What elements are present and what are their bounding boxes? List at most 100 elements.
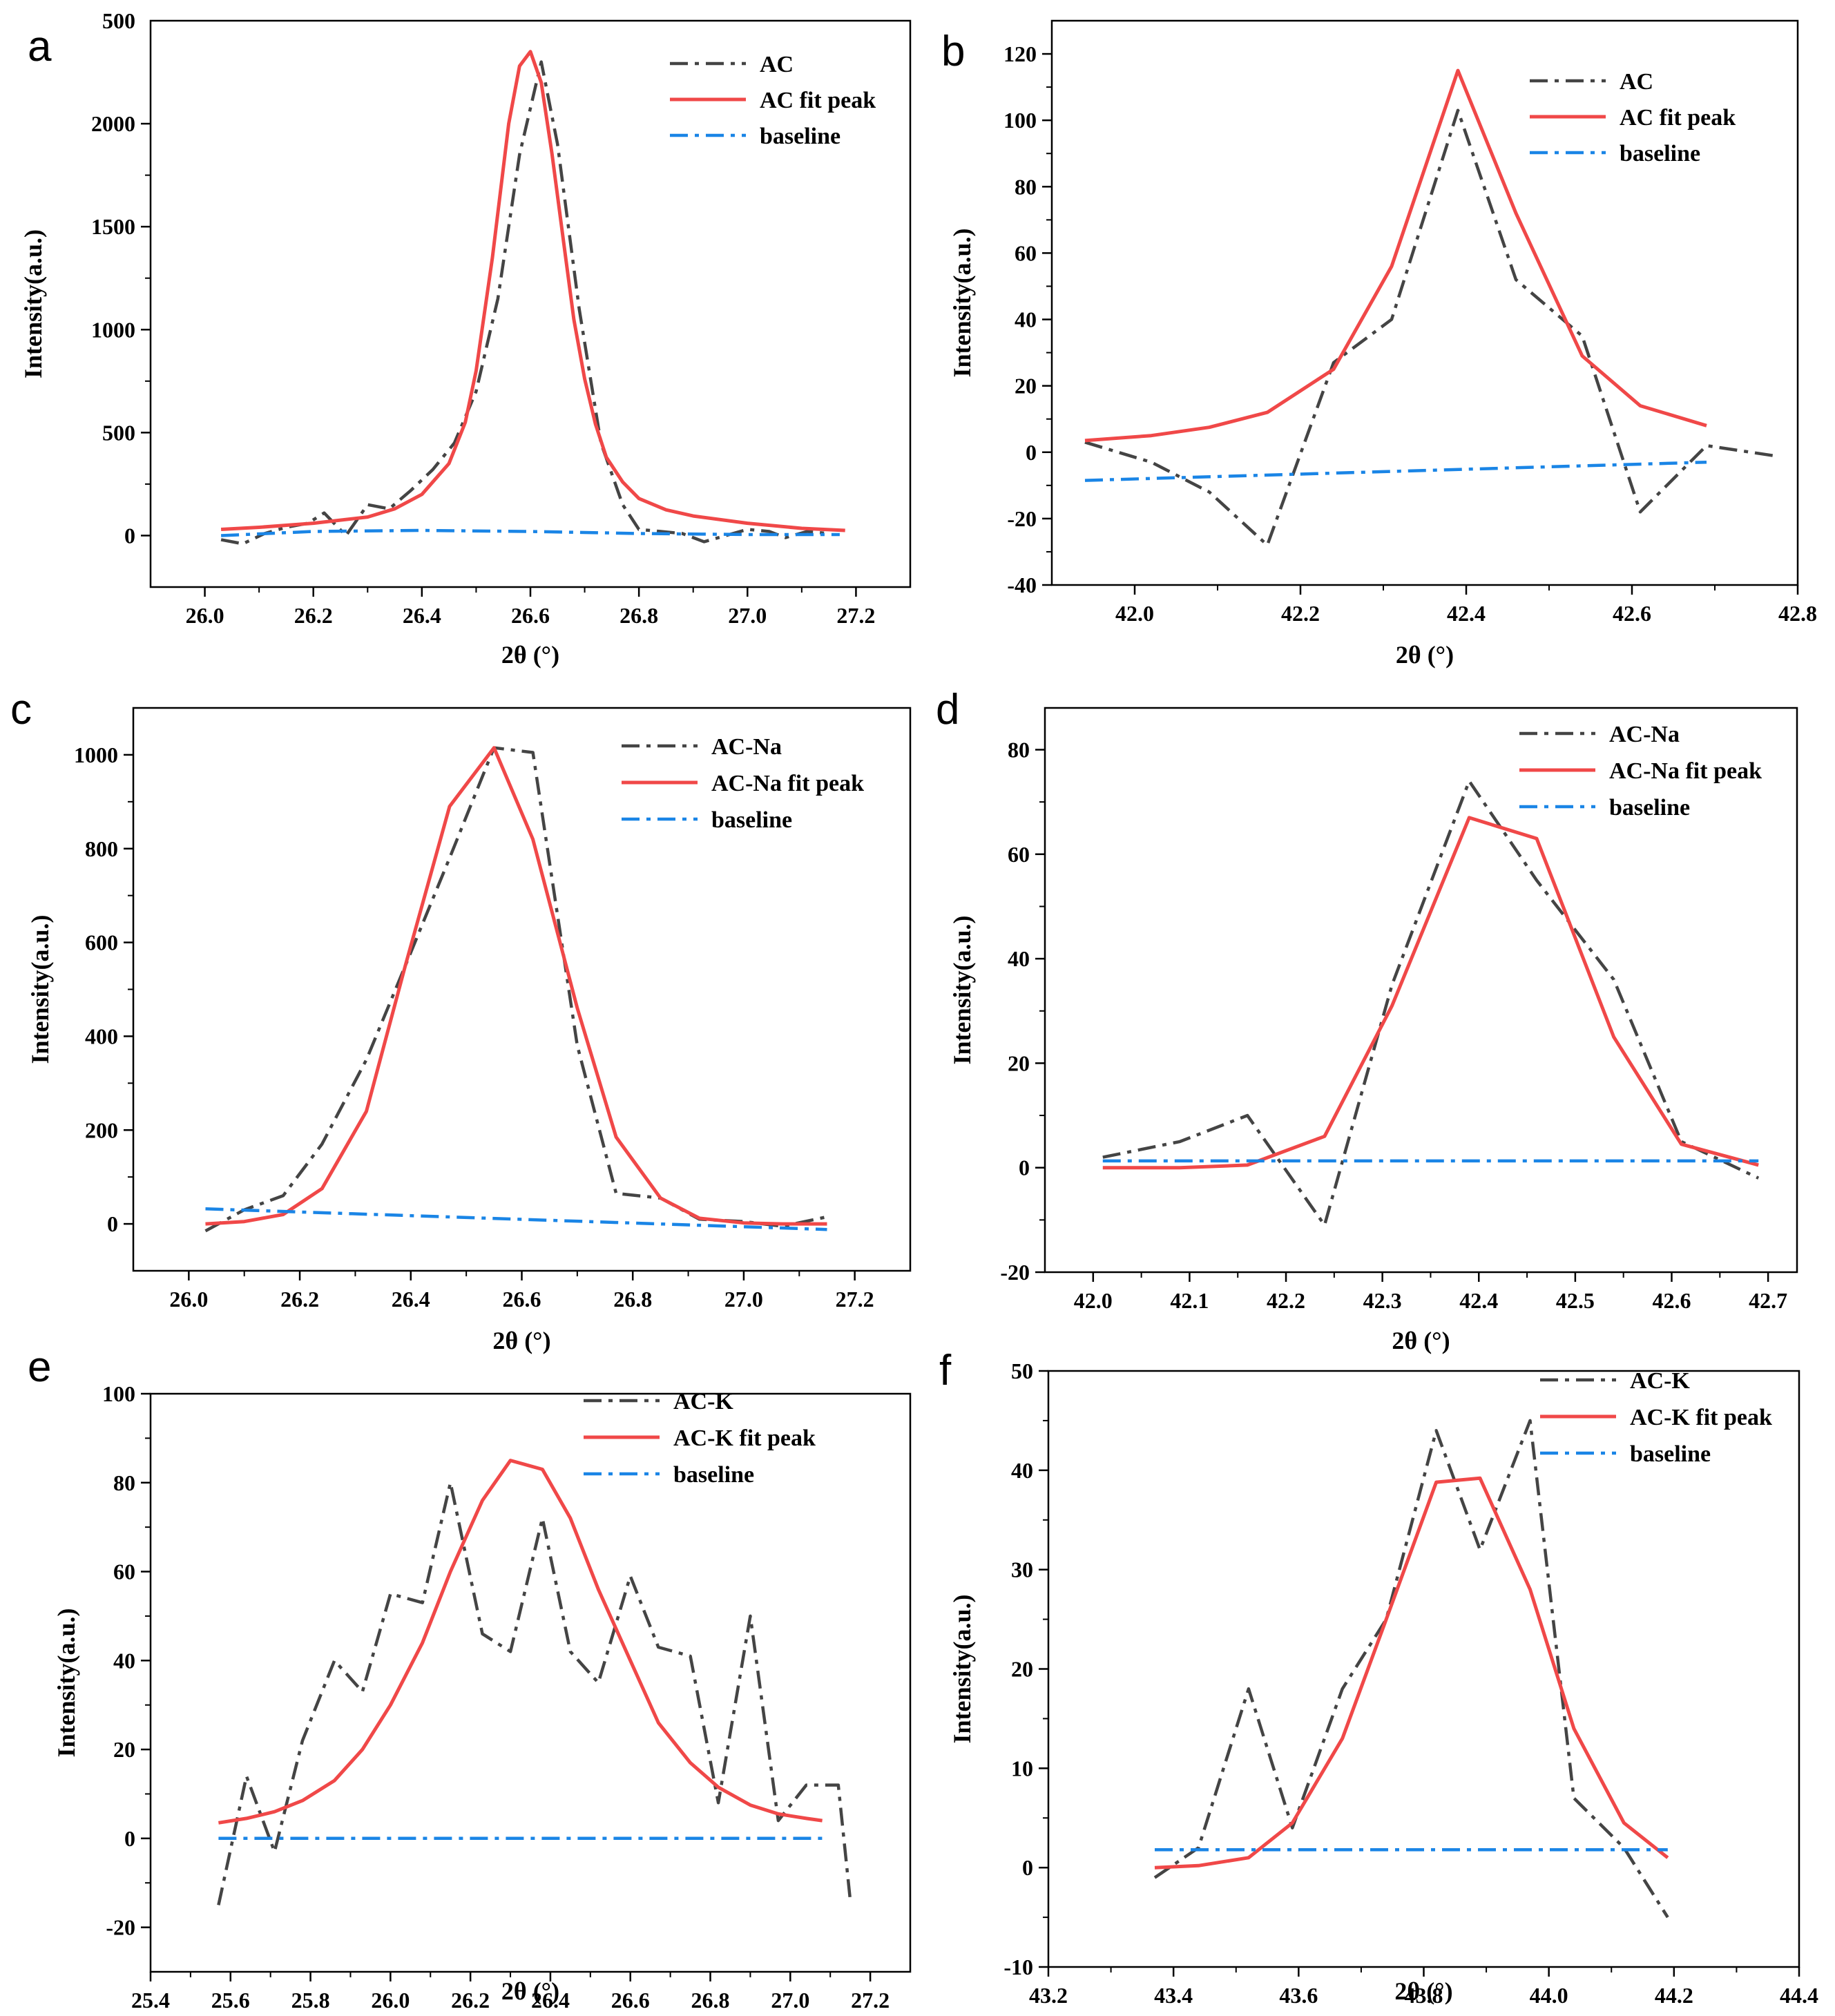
series-line-ac-na-fit-peak [205,746,827,1226]
y-tick-label: 20 [1011,1657,1033,1682]
legend-label: baseline [711,807,792,833]
y-tick-label: 0 [124,1826,135,1851]
y-tick-label: 0 [1022,1855,1033,1880]
series-line-baseline [220,528,840,537]
x-tick-label: 42.3 [1363,1288,1402,1313]
series-line-ac-k-fit-peak [218,1459,823,1825]
y-axis-label: Intensity(a.u.) [948,915,976,1064]
x-tick-label: 26.8 [619,603,658,628]
x-tick-label: 26.0 [169,1287,208,1312]
legend-label: AC-K [1630,1368,1690,1394]
x-tick-label: 26.8 [691,1988,730,2013]
series-line-ac-na-fit-peak [1102,816,1759,1170]
x-tick-label: 26.4 [531,1988,570,2013]
y-tick-label: 0 [1026,440,1037,465]
series-line-ac-fit-peak [220,50,845,532]
legend-label: AC-K [673,1389,733,1414]
x-tick-label: 26.6 [503,1287,541,1312]
plot-frame [1050,19,1799,586]
y-tick-label: 500 [102,420,135,445]
y-tick-label: 10 [1011,1756,1033,1780]
legend-label: baseline [1630,1441,1711,1467]
panel-letter: c [10,686,32,733]
y-tick-label: 60 [1008,842,1030,867]
y-tick-label: 120 [1003,41,1037,66]
legend-label: AC fit peak [760,88,876,113]
panel-f: f -10 0 10 20 30 40 50 43.2 43.4 43.6 43.8 44.0 44.2 4… [939,1347,1818,2008]
x-tick-label: 42.6 [1653,1288,1691,1313]
y-tick-label: 20 [1008,1050,1030,1075]
legend-label: baseline [1620,141,1700,166]
panel-c: c 0 200 400 600 800 1000 26.0 26.2 26.4 26.6 26.8 27… [10,686,912,1354]
y-tick-label: 0 [124,523,135,548]
x-tick-label: 25.4 [131,1988,170,2013]
y-tick-label: -20 [1007,506,1037,531]
panel-b: b -40 -20 0 20 40 60 80 100 120 42.0 42.2 42.4 42.6 42… [941,19,1817,669]
legend-label: AC fit peak [1620,105,1736,131]
x-tick-label: 42.6 [1613,601,1651,626]
y-tick-label: 0 [107,1211,118,1236]
x-tick-label: 26.0 [186,603,224,628]
y-tick-label: 80 [113,1470,135,1495]
legend-label: baseline [673,1462,754,1488]
x-tick-label: 43.4 [1154,1983,1193,2008]
legend-label: AC-Na fit peak [711,771,864,796]
y-tick-label: 40 [113,1648,135,1673]
legend-label: AC-Na fit peak [1609,758,1762,784]
y-tick-label: 60 [113,1559,135,1584]
x-axis-label: 2θ (°) [501,641,559,669]
y-tick-label: 20 [1015,374,1037,399]
y-tick-label: 100 [102,1381,135,1406]
series-line-ac-fit-peak [1084,68,1707,443]
x-tick-label: 26.4 [392,1287,430,1312]
x-tick-label: 43.8 [1405,1983,1443,2008]
y-tick-label: -20 [106,1915,135,1940]
x-tick-label: 42.4 [1447,601,1486,626]
x-tick-label: 26.0 [371,1988,410,2013]
panel-letter: d [936,686,959,733]
x-axis-label: 2θ (°) [1394,1977,1452,2005]
x-tick-label: 26.2 [451,1988,490,2013]
x-tick-label: 44.2 [1655,1983,1693,2008]
plot-frame [149,1392,912,1973]
y-tick-label: 40 [1015,307,1037,332]
x-tick-label: 26.4 [403,603,441,628]
x-tick-label: 27.0 [728,603,767,628]
y-tick-label: -40 [1007,573,1037,597]
y-axis-label: Intensity(a.u.) [26,914,54,1064]
y-tick-label: -10 [1003,1955,1033,1979]
legend-label: baseline [1609,795,1690,820]
y-tick-label: 2000 [91,111,135,136]
series-line-ac-k [217,1481,852,1905]
x-tick-label: 42.7 [1749,1288,1787,1313]
plot-frame [1044,707,1798,1274]
y-tick-label: 40 [1008,946,1030,971]
y-tick-label: 60 [1015,240,1037,265]
x-tick-label: 42.2 [1281,601,1320,626]
series-line-ac [220,60,829,546]
x-tick-label: 27.2 [836,603,875,628]
x-axis-label: 2θ (°) [1396,641,1454,669]
x-tick-label: 42.4 [1459,1288,1498,1313]
series-line-ac-k [1153,1419,1669,1919]
y-tick-label: 80 [1008,738,1030,762]
x-tick-label: 42.0 [1074,1288,1113,1313]
panel-d: d -20 0 20 40 60 80 42.0 42.1 42.2 42.3 42.4 42.5 42.… [936,686,1798,1354]
series-line-baseline [1084,460,1707,482]
series-line-ac-na [1102,779,1760,1227]
y-tick-label: 50 [1011,1359,1033,1383]
legend-label: baseline [760,124,840,149]
x-tick-label: 43.6 [1279,1983,1318,2008]
y-tick-label: 40 [1011,1458,1033,1483]
x-axis-label: 2θ (°) [501,1977,559,2005]
x-tick-label: 44.0 [1530,1983,1568,2008]
panel-e: e -20 0 20 40 60 80 100 25.4 25.6 25.8 26.0 26.2 26.4… [28,1343,912,2013]
x-tick-label: 27.2 [851,1988,890,2013]
y-top-label: 500 [102,8,135,33]
y-tick-label: 600 [85,930,118,955]
x-tick-label: 26.8 [613,1287,652,1312]
x-tick-label: 26.6 [511,603,550,628]
y-tick-label: 100 [1003,108,1037,133]
y-tick-label: 800 [85,836,118,861]
y-tick-label: 1000 [74,742,118,767]
